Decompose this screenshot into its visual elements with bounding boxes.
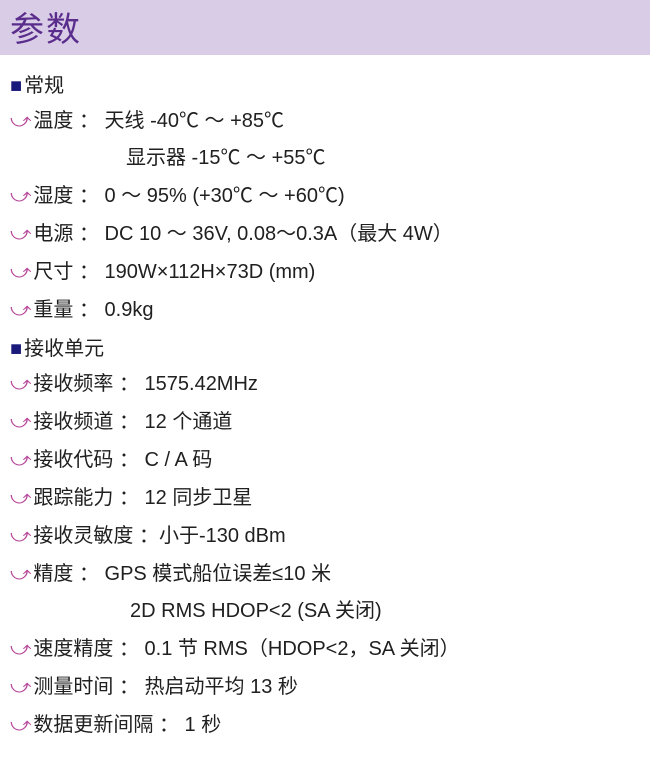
spec-label: 尺寸: [33, 261, 73, 283]
bullet-icon: ⤻: [10, 297, 31, 321]
spec-label: 重量: [33, 299, 73, 321]
spec-row: ⤻湿度 ： 0 ～ 95% (+30℃ ～ +60℃): [10, 180, 640, 211]
spec-value: 热启动平均 13 秒: [145, 676, 298, 698]
spec-value: GPS 模式船位误差≤10 米: [105, 563, 332, 585]
section-title: 常规: [24, 75, 64, 97]
spec-row: ⤻速度精度 ： 0.1 节 RMS（HDOP<2，SA 关闭）: [10, 633, 640, 664]
section-header-general: ■常规: [10, 69, 640, 98]
spec-value: 天线 -40℃ ～ +85℃: [105, 110, 285, 132]
spec-value: 12 同步卫星: [145, 487, 253, 509]
spec-value: 0.9kg: [105, 299, 154, 321]
bullet-icon: ⤻: [10, 674, 31, 698]
spec-value: 0.1 节 RMS（HDOP<2，SA 关闭）: [145, 638, 460, 660]
spec-row: ⤻测量时间 ： 热启动平均 13 秒: [10, 671, 640, 702]
spec-value: 1 秒: [185, 714, 222, 736]
spec-label: 湿度: [33, 185, 73, 207]
spec-row: ⤻接收频道 ： 12 个通道: [10, 406, 640, 437]
spec-value: 190W×112H×73D (mm): [105, 261, 316, 283]
header-band: 参数: [0, 0, 650, 55]
spec-label: 数据更新间隔: [33, 714, 153, 736]
spec-value: DC 10 ～ 36V, 0.08～0.3A（最大 4W）: [105, 223, 453, 245]
bullet-icon: ⤻: [10, 108, 31, 132]
spec-row: ⤻跟踪能力 ： 12 同步卫星: [10, 482, 640, 513]
bullet-icon: ⤻: [10, 183, 31, 207]
spec-label: 接收灵敏度: [33, 525, 133, 547]
bullet-icon: ⤻: [10, 447, 31, 471]
spec-value: 12 个通道: [145, 411, 233, 433]
spec-row: ⤻数据更新间隔 ： 1 秒: [10, 709, 640, 740]
spec-row: ⤻精度 ： GPS 模式船位误差≤10 米: [10, 558, 640, 589]
spec-value: 小于-130 dBm: [159, 525, 286, 547]
spec-row-extra: 2D RMS HDOP<2 (SA 关闭): [10, 596, 640, 626]
spec-label: 精度: [33, 563, 73, 585]
spec-row: ⤻重量 ： 0.9kg: [10, 294, 640, 325]
spec-row: ⤻接收代码 ： C / A 码: [10, 444, 640, 475]
spec-row: ⤻接收灵敏度 ：小于-130 dBm: [10, 520, 640, 551]
spec-value: 0 ～ 95% (+30℃ ～ +60℃): [105, 185, 345, 207]
spec-label: 测量时间: [33, 676, 113, 698]
bullet-icon: ⤻: [10, 636, 31, 660]
spec-label: 接收代码: [33, 449, 113, 471]
section-title: 接收单元: [24, 338, 104, 360]
spec-content: ■常规 ⤻温度 ： 天线 -40℃ ～ +85℃ 显示器 -15℃ ～ +55℃…: [0, 55, 650, 755]
spec-label: 跟踪能力: [33, 487, 113, 509]
page-title: 参数: [10, 11, 82, 49]
spec-value: C / A 码: [145, 449, 213, 471]
spec-row-extra: 显示器 -15℃ ～ +55℃: [10, 143, 640, 173]
bullet-icon: ⤻: [10, 371, 31, 395]
bullet-icon: ⤻: [10, 485, 31, 509]
bullet-icon: ⤻: [10, 712, 31, 736]
spec-label: 温度: [33, 110, 73, 132]
spec-value-extra: 显示器 -15℃ ～ +55℃: [126, 147, 326, 169]
spec-label: 速度精度: [33, 638, 113, 660]
spec-value: 1575.42MHz: [145, 373, 258, 395]
spec-label: 接收频道: [33, 411, 113, 433]
spec-row: ⤻电源 ： DC 10 ～ 36V, 0.08～0.3A（最大 4W）: [10, 218, 640, 249]
square-icon: ■: [10, 338, 22, 360]
spec-row: ⤻尺寸 ： 190W×112H×73D (mm): [10, 256, 640, 287]
bullet-icon: ⤻: [10, 221, 31, 245]
bullet-icon: ⤻: [10, 409, 31, 433]
spec-label: 接收频率: [33, 373, 113, 395]
section-header-receiver: ■接收单元: [10, 332, 640, 361]
bullet-icon: ⤻: [10, 259, 31, 283]
bullet-icon: ⤻: [10, 523, 31, 547]
spec-row: ⤻接收频率 ： 1575.42MHz: [10, 368, 640, 399]
spec-label: 电源: [33, 223, 73, 245]
spec-row: ⤻温度 ： 天线 -40℃ ～ +85℃: [10, 105, 640, 136]
spec-value-extra: 2D RMS HDOP<2 (SA 关闭): [130, 600, 382, 622]
square-icon: ■: [10, 75, 22, 97]
bullet-icon: ⤻: [10, 561, 31, 585]
